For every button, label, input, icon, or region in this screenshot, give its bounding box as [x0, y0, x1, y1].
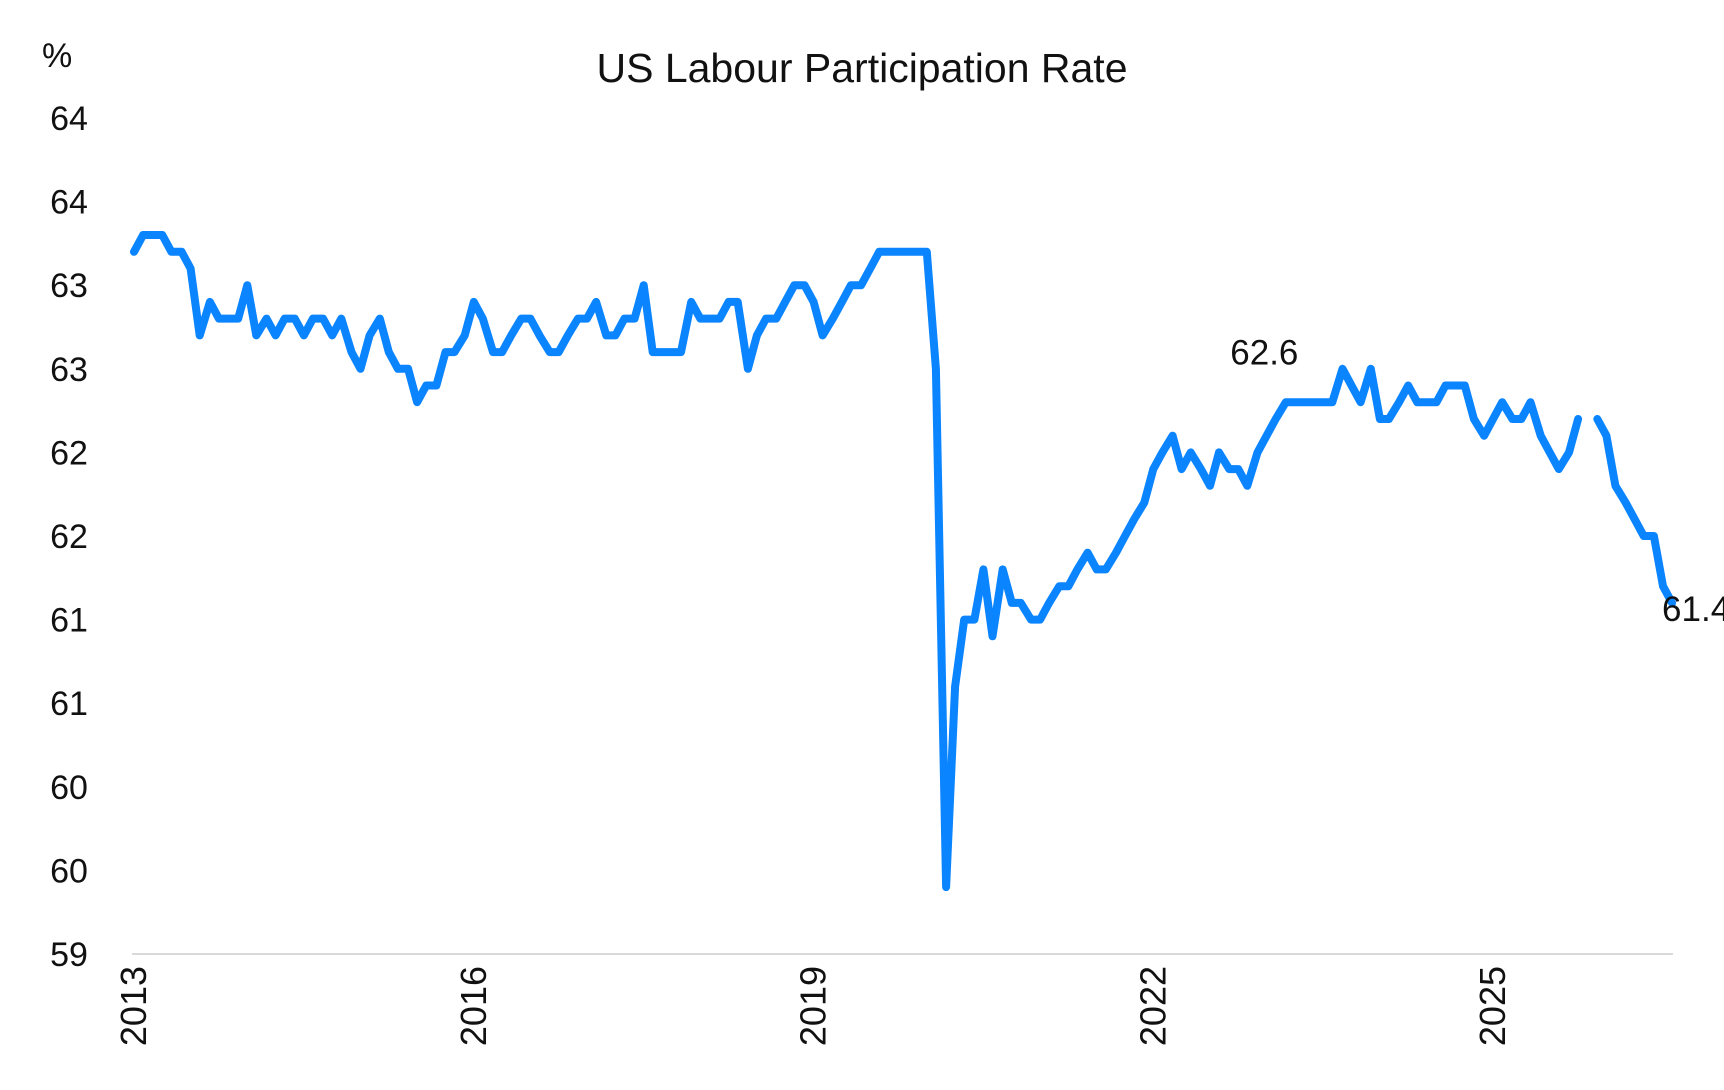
series-line — [130, 231, 1583, 892]
y-unit-label: % — [42, 37, 72, 75]
y-tick-label: 60 — [50, 852, 88, 890]
y-tick-labels: 64 64 63 63 62 62 61 61 60 60 59 — [50, 100, 88, 974]
series-layer — [130, 231, 1677, 892]
y-tick-label: 61 — [50, 685, 88, 723]
y-tick-label: 61 — [50, 602, 88, 640]
x-tick-label: 2022 — [1132, 966, 1173, 1046]
x-tick-labels: 2013 2016 2019 2022 2025 — [113, 966, 1513, 1046]
data-label: 61.4 — [1662, 590, 1724, 629]
y-tick-label: 64 — [50, 100, 88, 138]
data-labels: 62.6 61.4 — [1230, 334, 1724, 629]
y-tick-label: 59 — [50, 936, 88, 974]
series-line — [1593, 415, 1677, 607]
y-tick-label: 62 — [50, 518, 88, 556]
x-tick-label: 2013 — [113, 966, 154, 1046]
data-label: 62.6 — [1230, 334, 1298, 373]
y-tick-label: 64 — [50, 184, 88, 222]
y-tick-label: 63 — [50, 267, 88, 305]
x-tick-label: 2025 — [1472, 966, 1513, 1046]
y-tick-label: 60 — [50, 769, 88, 807]
x-tick-label: 2016 — [453, 966, 494, 1046]
y-tick-label: 63 — [50, 351, 88, 389]
chart-title: US Labour Participation Rate — [596, 45, 1127, 91]
x-tick-label: 2019 — [793, 966, 834, 1046]
y-tick-label: 62 — [50, 434, 88, 472]
